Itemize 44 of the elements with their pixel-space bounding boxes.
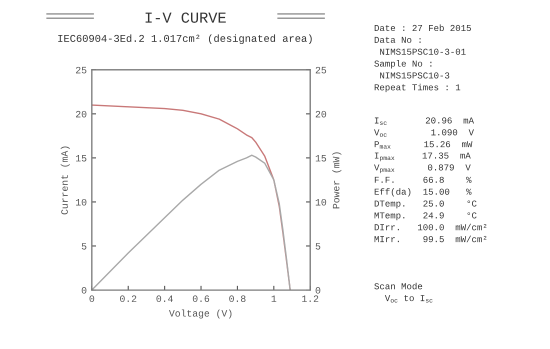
chart-title: I-V CURVE — [146, 12, 226, 23]
text: Sample No : — [374, 60, 432, 68]
y-tick-label: 15 — [76, 155, 86, 162]
x-tick-label: 1 — [272, 296, 276, 302]
text: MTemp. 24.9 °C — [374, 212, 477, 220]
text: DTemp. 25.0 °C — [374, 200, 477, 208]
text: MIrr. 99.5 mW/cm² — [374, 236, 486, 242]
y-axis-title: Current (mA) — [60, 146, 70, 214]
text: Scan Mode — [374, 282, 422, 290]
x-tick-label: 1.2 — [302, 295, 318, 302]
text: Eff(da) 15.00 % — [374, 188, 472, 197]
text: I$_{sc}$ 20.96 mA — [374, 117, 474, 125]
text: F.F. 66.8 % — [374, 176, 472, 183]
y2-tick-label: 20 — [316, 110, 326, 118]
x-tick-label: 0 — [90, 295, 94, 302]
text: V$_{oc}$ to I$_{sc}$ — [384, 295, 432, 303]
x-tick-label: 0.4 — [156, 295, 173, 302]
text: P$_{max}$ 15.26 mW — [374, 141, 472, 149]
text: Data No : — [374, 36, 421, 43]
x-axis-title: Voltage (V) — [168, 310, 232, 319]
y-tick-label: 10 — [76, 198, 86, 206]
y-tick-label: 0 — [82, 287, 86, 294]
text: V$_{oc}$ 1.090 V — [374, 129, 474, 137]
text: Repeat Times : 1 — [374, 84, 460, 92]
y2-tick-label: 5 — [316, 243, 320, 250]
text: Date : 27 Feb 2015 — [374, 24, 471, 32]
text: I$_{pmax}$ 17.35 mA — [374, 152, 471, 162]
x-tick-label: 0.2 — [120, 295, 136, 302]
y2-tick-label: 25 — [316, 66, 326, 74]
y2-tick-label: 15 — [316, 155, 326, 162]
line-series — [92, 154, 291, 290]
y2-tick-label: 10 — [316, 198, 326, 206]
y2-axis-title: Power (mW) — [332, 152, 342, 208]
chart-subtitle: IEC60904-3Ed.2 1.017cm² (designated area) — [58, 34, 312, 44]
text: DIrr. 100.0 mW/cm² — [374, 224, 486, 230]
y-tick-label: 20 — [76, 110, 86, 118]
text: NIMS15PSC10-3-01 — [380, 48, 466, 55]
y2-tick-label: 0 — [316, 287, 320, 294]
y-tick-label: 25 — [76, 66, 86, 74]
text: V$_{pmax}$ 0.879 V — [374, 164, 471, 174]
x-tick-label: 0.8 — [229, 295, 246, 302]
text: NIMS15PSC10-3 — [380, 72, 450, 79]
x-tick-label: 0.6 — [192, 295, 210, 302]
y-tick-label: 5 — [82, 243, 86, 250]
